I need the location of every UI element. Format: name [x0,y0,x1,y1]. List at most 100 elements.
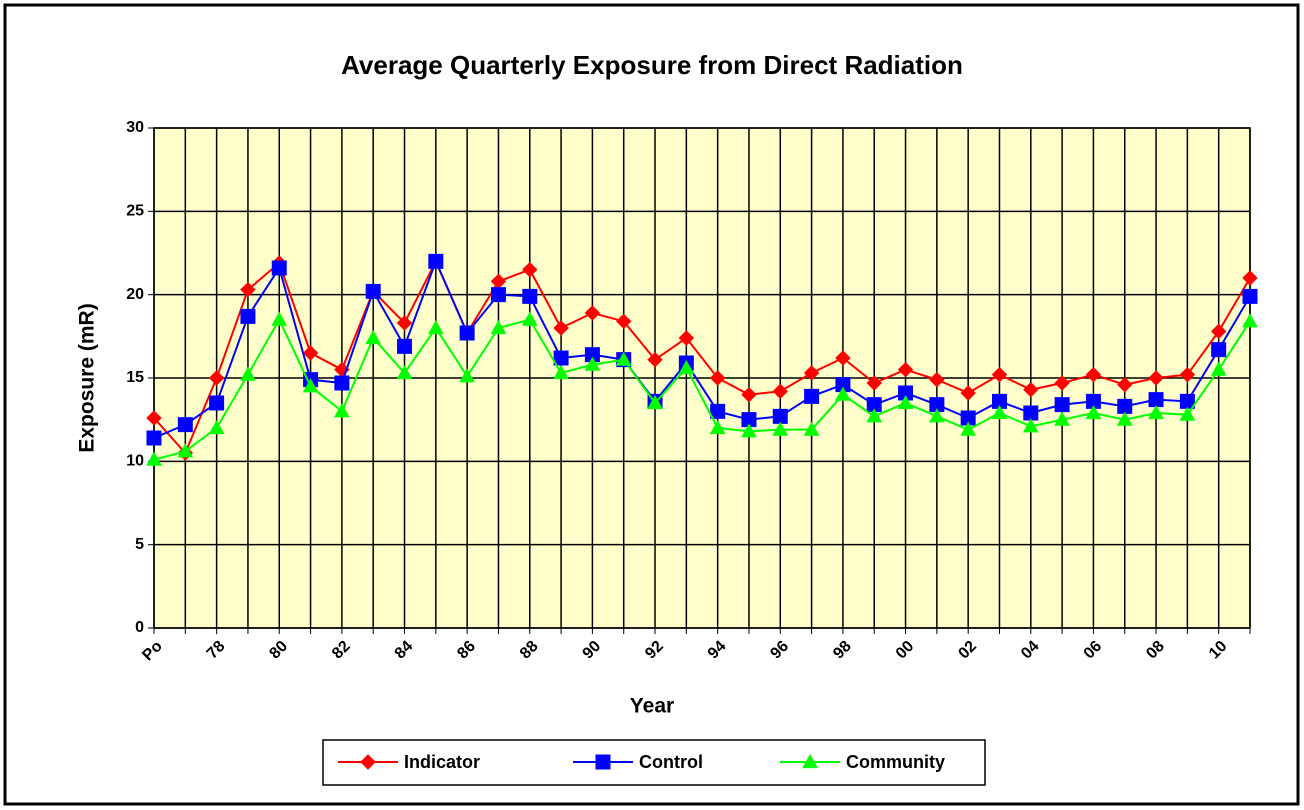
marker [177,443,194,458]
marker [897,394,914,410]
marker [991,393,1007,409]
marker [334,403,350,418]
marker [522,261,538,278]
legend-label: Community [846,752,945,772]
marker [521,311,538,326]
marker [1116,411,1133,426]
legend-box [322,739,986,786]
marker [522,288,538,304]
marker [177,417,193,433]
y-tick-label: 20 [126,286,144,303]
y-tick-label: 5 [135,536,144,553]
marker [866,408,883,423]
legend-marker [595,754,611,770]
marker [709,419,726,435]
marker [1023,381,1039,398]
marker [1179,366,1196,383]
marker [428,253,444,269]
marker [1179,393,1195,409]
marker [803,421,820,436]
marker [584,305,601,321]
marker [647,394,663,410]
marker [240,281,256,298]
marker [991,366,1008,383]
marker [208,419,225,435]
x-axis-label: Year [630,695,674,718]
marker [1211,342,1227,358]
marker [1085,404,1102,420]
marker [146,451,162,466]
marker [1148,370,1164,386]
marker [146,410,162,426]
marker [302,345,319,361]
marker [396,364,413,380]
marker [1117,398,1133,414]
marker [584,347,600,363]
marker [334,375,350,391]
y-tick-label: 30 [126,119,144,136]
y-axis-label: Exposure (mR) [76,303,99,452]
marker [898,385,914,401]
y-tick-label: 0 [135,619,144,636]
marker [1210,361,1227,376]
marker [835,350,851,366]
marker [741,386,757,403]
marker [240,366,256,381]
legend-marker [360,754,376,770]
marker [365,329,382,345]
marker [1054,411,1070,426]
marker [678,359,695,375]
marker [678,330,695,346]
marker [709,370,726,386]
marker [897,361,914,378]
marker [1242,313,1258,328]
marker [1117,376,1133,393]
marker [929,408,945,423]
marker [553,320,569,336]
marker [772,421,789,436]
marker [1148,404,1164,420]
marker [772,383,788,400]
marker [397,338,413,354]
marker [146,430,162,446]
marker [1085,393,1101,409]
marker [240,308,256,324]
marker [1179,406,1196,421]
marker [929,371,945,388]
marker [1022,418,1039,433]
marker [647,351,663,368]
marker [271,260,287,276]
marker [991,404,1008,420]
marker [960,421,977,436]
chart-title: Average Quarterly Exposure from Direct R… [341,50,963,80]
marker [741,423,757,438]
legend-marker [802,753,818,769]
legend-label: Indicator [404,752,480,772]
marker [615,351,632,366]
marker [616,313,632,330]
marker [710,403,726,419]
marker [835,377,851,393]
y-tick-label: 25 [126,203,144,220]
marker [835,386,851,401]
marker [960,385,976,401]
marker [1242,288,1258,304]
y-tick-label: 15 [126,369,144,386]
marker [208,370,225,386]
marker [209,395,225,411]
marker [459,368,475,383]
marker [490,319,507,335]
marker [929,397,945,413]
marker [302,378,319,393]
marker [1085,366,1102,383]
marker [365,283,381,299]
marker [741,412,757,428]
series-line [153,317,1251,461]
marker [1148,392,1164,408]
y-tick-label: 10 [126,453,144,470]
marker [804,388,820,404]
marker [1054,397,1070,413]
marker [553,364,569,380]
marker [866,375,882,391]
marker [396,315,413,331]
